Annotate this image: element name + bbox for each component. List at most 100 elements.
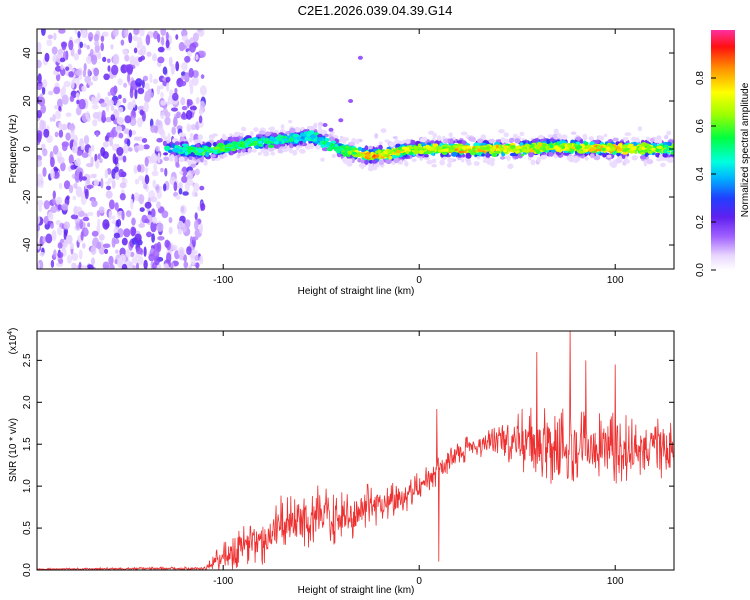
spectrogram-cell [101,110,106,120]
spectrogram-cell [189,133,194,138]
spectrogram-cell [135,247,143,255]
spectrogram-cell [193,182,200,192]
spectrogram-cell [85,55,92,65]
spectrogram-cell [84,227,88,236]
spectrogram-cell [142,75,149,82]
spectrogram-cell [469,136,476,142]
spectrogram-cell [555,148,561,152]
spectrogram-cell [137,36,143,48]
spectrogram-cell [197,205,202,212]
spectrogram-cell [130,198,134,210]
spectrogram-cell [42,236,47,244]
spectrogram-cell [52,190,56,199]
spectrogram-cell [264,141,271,144]
spectrogram-cell [624,132,632,137]
spectrogram-cell [378,141,383,146]
spectrogram-cell [83,43,87,48]
spectrogram-cell [132,35,139,42]
spectrogram-cell [637,126,643,132]
spectrogram-cell [270,132,278,137]
spectrogram-cell [622,151,629,155]
spectrogram-cell [184,55,191,63]
spectrogram-cell [48,90,54,96]
snr-series-line [37,331,674,570]
spectrogram-cell [134,147,139,153]
spectrogram-cell [300,136,305,140]
spectrogram-cell [77,48,82,55]
spectrogram-cell [247,148,253,153]
spectrogram-cell [96,210,101,218]
spectrogram-cell [528,151,534,158]
spectrogram-cell [37,59,42,69]
spectrogram-cell [299,140,303,145]
spectrogram-cell [367,145,373,150]
spectrogram-cell [573,143,577,147]
colorbar-tick-label: 0.4 [695,167,706,181]
spectrogram-cell [160,111,165,120]
spectrogram-cell [165,31,169,41]
spectrogram-cell [553,153,558,159]
spectrogram-cell [39,119,45,131]
spectrogram-cell [180,97,186,106]
spectrogram-cell [133,29,140,36]
spectrogram-cell [606,154,612,158]
spectrogram-cell [603,133,608,138]
spectrogram-cell [559,145,564,148]
spectrogram-cell [351,151,358,155]
spectrogram-cell [394,139,400,145]
spectrogram-cell [81,29,87,39]
spectrogram-cell [347,148,352,152]
spectrogram-cell [590,147,596,152]
spectrogram-cell [481,153,485,157]
spectrogram-cell [111,215,116,220]
x-tick-label: -100 [213,275,233,286]
spectrogram-cell [134,178,140,185]
spectrogram-cell [199,50,206,58]
spectrogram-cell [100,177,104,189]
spectrogram-cell [94,44,100,53]
spectrogram-cell [118,94,122,100]
spectrogram-cell [295,146,300,151]
spectrogram-cell [260,148,265,153]
spectrogram-cell [186,246,192,256]
spectrogram-cell [288,137,294,142]
spectrogram-cell [536,156,542,162]
spectrogram-cell [74,182,78,189]
spectrogram-cell [130,226,136,237]
spectrogram-cell [204,151,210,157]
spectrogram-cell [326,147,333,152]
spectrogram-cell [280,124,285,130]
spectrogram-cell [117,154,124,161]
spectrogram-cell [181,223,187,233]
spectrogram-cell [137,256,144,265]
spectrogram-cell [69,242,75,249]
spectrogram-cell [413,145,419,150]
spectrogram-cell [55,200,61,205]
spectrogram-cell [71,79,75,89]
spectrogram-cell [87,81,94,86]
spectrogram-cell [133,136,140,141]
spectrogram-cell [423,145,426,149]
y-tick-label: 0.5 [22,521,33,535]
spectrogram-cell [54,110,62,120]
spectrogram-cell [316,137,323,142]
spectrogram-cell [60,41,68,48]
spectrogram-cell [239,133,245,137]
spectrogram-cell [141,138,148,143]
spectrogram-cell [360,153,366,156]
spectrogram-cell [113,232,120,239]
spectrogram-cell [289,127,296,134]
spectrogram-cell [647,151,653,154]
spectrogram-cell [586,144,592,149]
snr-scale-label: (x104) [7,328,19,355]
spectrogram-cell [92,74,98,82]
spectrogram-cell [466,145,472,149]
spectrogram-cell [380,128,387,134]
spectrogram-cell [632,141,638,147]
spectrogram-cell [317,133,323,138]
spectrogram-cell [172,92,179,101]
spectrogram-cell [118,132,124,139]
spectrogram-cell [61,203,69,211]
spectrogram-cell [631,155,638,161]
spectrogram-cell [152,249,160,259]
